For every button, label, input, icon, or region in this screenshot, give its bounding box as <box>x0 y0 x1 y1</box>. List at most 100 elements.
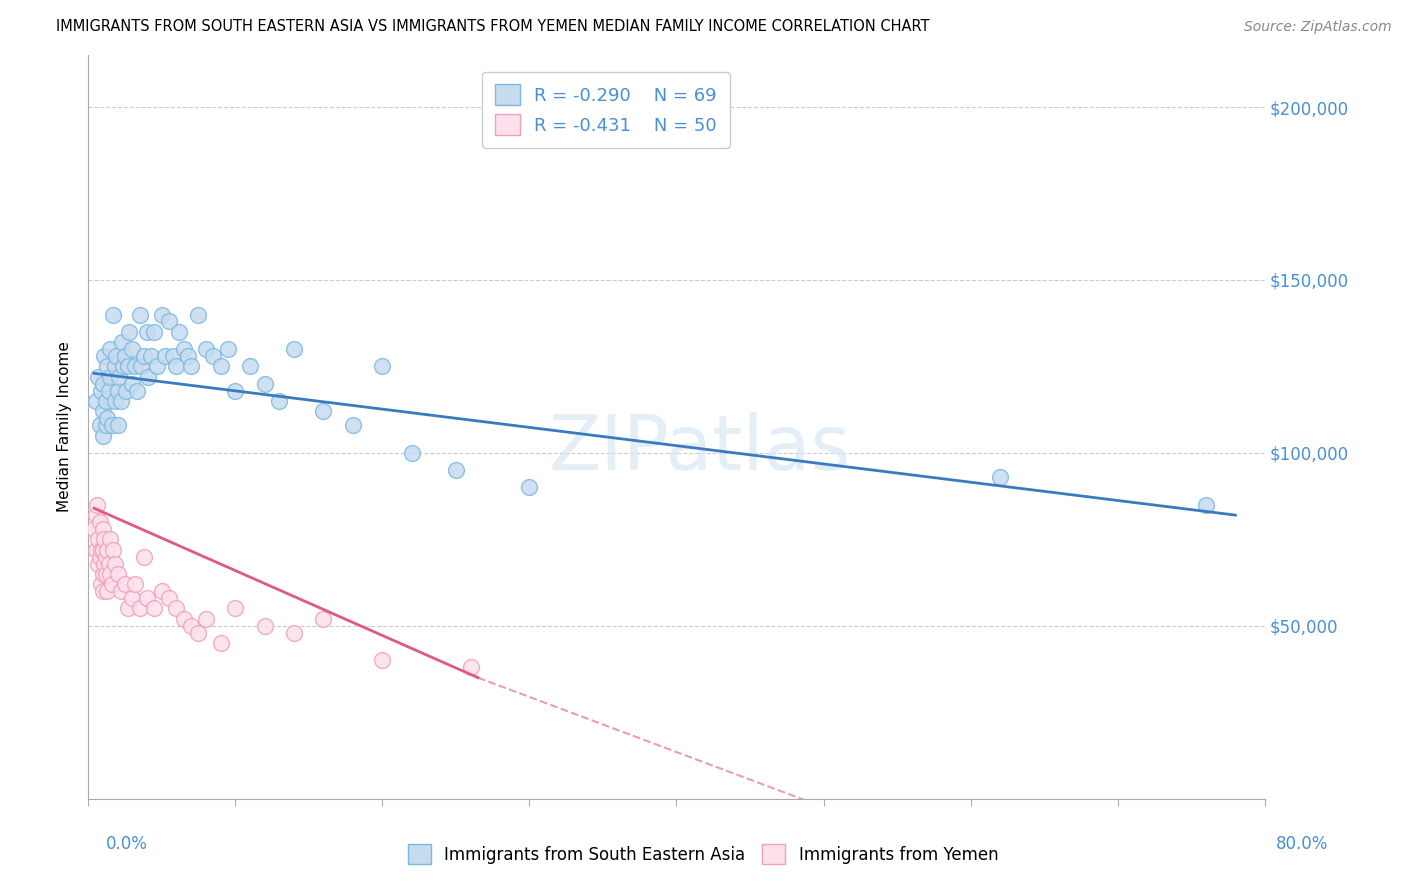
Point <box>1195 498 1218 512</box>
Point <box>98 342 121 356</box>
Point <box>124 577 146 591</box>
Point <box>157 314 180 328</box>
Point <box>157 591 180 606</box>
Y-axis label: Median Family Income: Median Family Income <box>58 342 72 512</box>
Point <box>91 404 114 418</box>
Point <box>283 342 305 356</box>
Text: IMMIGRANTS FROM SOUTH EASTERN ASIA VS IMMIGRANTS FROM YEMEN MEDIAN FAMILY INCOME: IMMIGRANTS FROM SOUTH EASTERN ASIA VS IM… <box>56 20 929 34</box>
Point <box>150 584 173 599</box>
Point <box>253 619 276 633</box>
Point <box>107 566 129 581</box>
Point <box>98 533 121 547</box>
Text: 80.0%: 80.0% <box>1277 835 1329 853</box>
Point <box>91 428 114 442</box>
Point <box>125 384 148 398</box>
Point <box>121 342 143 356</box>
Point <box>165 359 187 374</box>
Point <box>100 418 122 433</box>
Legend: Immigrants from South Eastern Asia, Immigrants from Yemen: Immigrants from South Eastern Asia, Immi… <box>401 838 1005 871</box>
Point <box>96 359 118 374</box>
Point <box>180 359 202 374</box>
Point <box>177 349 200 363</box>
Point <box>105 349 128 363</box>
Point <box>89 515 111 529</box>
Point <box>118 325 141 339</box>
Point <box>107 418 129 433</box>
Point <box>150 308 173 322</box>
Legend: R = -0.290    N = 69, R = -0.431    N = 50: R = -0.290 N = 69, R = -0.431 N = 50 <box>482 71 730 147</box>
Point <box>239 359 262 374</box>
Point <box>194 342 217 356</box>
Point <box>104 394 127 409</box>
Point <box>124 359 146 374</box>
Point <box>91 376 114 391</box>
Point <box>136 591 159 606</box>
Point <box>312 612 335 626</box>
Point <box>91 566 114 581</box>
Point <box>269 394 291 409</box>
Point <box>87 533 110 547</box>
Point <box>117 601 139 615</box>
Point <box>173 342 195 356</box>
Point <box>101 542 124 557</box>
Point <box>98 369 121 384</box>
Point <box>169 325 191 339</box>
Point <box>128 308 150 322</box>
Point <box>96 542 118 557</box>
Point <box>165 601 187 615</box>
Point <box>141 349 163 363</box>
Point <box>111 335 134 350</box>
Point <box>94 566 117 581</box>
Point <box>115 384 138 398</box>
Point <box>91 522 114 536</box>
Point <box>224 384 246 398</box>
Point <box>100 577 122 591</box>
Point <box>224 601 246 615</box>
Point <box>104 557 127 571</box>
Point <box>138 369 160 384</box>
Point <box>253 376 276 391</box>
Point <box>988 470 1011 484</box>
Point <box>460 660 482 674</box>
Point <box>98 566 121 581</box>
Point <box>173 612 195 626</box>
Point <box>519 480 541 494</box>
Point <box>101 308 124 322</box>
Point <box>93 557 115 571</box>
Point <box>91 542 114 557</box>
Point <box>371 653 394 667</box>
Point <box>401 446 423 460</box>
Point <box>96 411 118 425</box>
Point <box>93 533 115 547</box>
Point <box>132 349 155 363</box>
Point <box>128 601 150 615</box>
Point <box>209 359 232 374</box>
Point <box>114 349 136 363</box>
Point <box>371 359 394 374</box>
Point <box>94 394 117 409</box>
Point <box>162 349 184 363</box>
Point <box>96 584 118 599</box>
Point <box>108 369 131 384</box>
Point <box>89 418 111 433</box>
Point <box>143 325 166 339</box>
Point <box>143 601 166 615</box>
Point <box>84 542 107 557</box>
Text: Source: ZipAtlas.com: Source: ZipAtlas.com <box>1244 21 1392 34</box>
Point <box>90 577 112 591</box>
Point <box>283 625 305 640</box>
Point <box>93 349 115 363</box>
Point <box>112 359 135 374</box>
Point <box>209 636 232 650</box>
Text: ZIPatlas: ZIPatlas <box>548 412 851 486</box>
Point <box>153 349 176 363</box>
Point <box>97 557 120 571</box>
Point <box>110 584 132 599</box>
Point <box>94 418 117 433</box>
Point <box>84 508 107 522</box>
Point <box>121 591 143 606</box>
Text: 0.0%: 0.0% <box>105 835 148 853</box>
Point <box>129 359 152 374</box>
Point <box>86 498 108 512</box>
Point <box>90 384 112 398</box>
